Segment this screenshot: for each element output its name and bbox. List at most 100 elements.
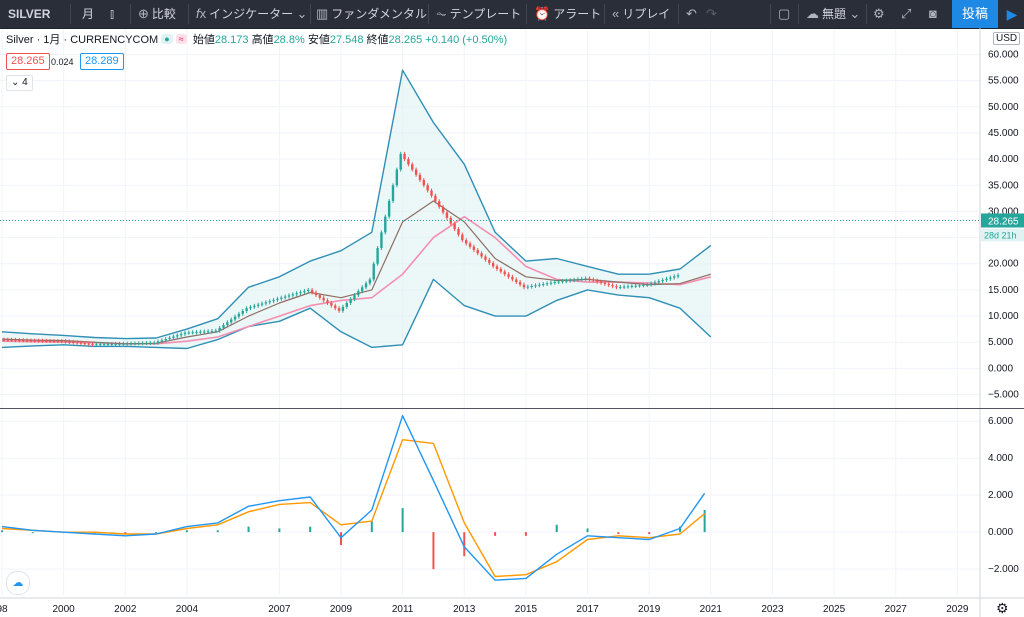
chart-type-button[interactable]: ⫾ [110,0,117,28]
candle-body [484,256,487,260]
candle-body [256,304,260,306]
candle-body [626,286,630,288]
candle-body [233,316,237,320]
chart-canvas[interactable]: 98 2000 2002 2004 2007 2009 2011 2013 2015 2017 20… [0,28,1024,617]
countdown-label: 28d 21h [984,230,1017,240]
settings-button[interactable]: ⚙ [873,0,888,28]
candle-body [488,259,491,264]
candle-body [599,281,603,283]
macd-histogram-bar [339,532,342,546]
price-tick-label: 40.000 [988,154,1019,165]
candle-body [676,275,680,277]
candle-body [18,340,21,342]
time-tick-label: 2000 [53,604,76,615]
axis-settings-icon[interactable]: ⚙ [996,600,1009,616]
candle-body [534,285,537,287]
chevron-down-icon: ⌄ [11,77,20,88]
candle-body [6,339,9,341]
candle-body [549,282,553,284]
candle-body [87,343,90,345]
candle-body [79,342,83,344]
replay-button[interactable]: «リプレイ [612,0,670,28]
candle-body [114,343,117,345]
fundamentals-button[interactable]: ▥ ファンダメンタル [316,0,427,28]
macd-histogram-bar [31,532,34,534]
candle-body [110,343,113,345]
candle-body [653,282,657,284]
candle-body [72,341,75,343]
interval-button[interactable]: 月 [82,7,95,21]
candle-body [580,278,583,280]
snapshot-button[interactable]: ◙ [929,0,940,28]
candle-body [611,285,614,287]
alert-button[interactable]: ⏰ アラート [534,0,601,28]
candle-body [176,335,179,337]
time-tick-label: 2017 [576,604,599,615]
compare-button[interactable]: ⊕ 比較 [138,0,176,28]
toolbar-divider [798,4,799,24]
publish-button[interactable]: 投稿 [952,0,998,28]
candle-body [10,339,13,341]
time-tick-label: 98 [0,604,8,615]
candle-body [634,285,637,287]
indicators-button[interactable]: fx インジケーター ⌄ [196,0,310,28]
time-tick-label: 2013 [453,604,476,615]
candle-body [168,337,171,340]
candle-body [649,283,653,285]
currency-label[interactable]: USD [993,32,1021,45]
countdown-badge [981,228,1024,242]
fullscreen-button[interactable]: ⤢ [901,0,914,28]
candle-body [141,343,144,345]
candle-body [391,185,395,201]
candle-body [133,343,137,345]
fundamentals-label: ファンダメンタル [331,7,427,21]
open-label: 始値 [192,34,215,46]
toolbar-divider [428,4,429,24]
candles-icon: ⫾ [110,6,115,21]
sell-price-box[interactable]: 28.265 [6,53,50,70]
candle-body [48,340,52,342]
top-toolbar: SILVER 月 ⫾ ⊕ 比較 fx インジケーター ⌄ ▥ ファンダメンタル ⏦ テン… [0,0,1024,29]
candle-body [638,285,641,287]
undo-button[interactable]: ↶ [686,0,700,28]
indicators-collapse-button[interactable]: ⌄ 4 [6,75,33,91]
candle-body [434,195,437,202]
candle-body [149,342,152,344]
price-tick-label: 35.000 [988,180,1019,191]
cloud-icon[interactable]: ☁ [6,571,30,595]
price-tick-label: 20.000 [988,259,1019,270]
redo-button[interactable]: ↷ [706,0,720,28]
candle-body [83,343,87,345]
time-tick-label: 2004 [176,604,199,615]
candle-body [21,340,25,342]
candle-body [507,274,510,277]
candle-body [95,344,98,346]
templates-button[interactable]: ⏦ テンプレート [436,0,521,28]
layout-menu-button[interactable]: ☁ 無題 ⌄ [806,0,863,28]
candle-body [245,308,248,312]
symbol-search-button[interactable]: SILVER [8,7,51,21]
macd-tick-label: −2.000 [988,564,1019,575]
legend-interval: 1月 [43,34,61,46]
candle-body [376,248,379,264]
candle-body [665,278,668,280]
fullscreen-layout-button[interactable]: ▢ [778,0,793,28]
play-button[interactable]: ▶ [1000,0,1024,28]
low-label: 安値 [307,34,330,46]
plus-circle-icon: ⊕ [138,6,149,21]
candle-body [657,281,661,283]
candle-body [673,276,676,278]
buy-price-box[interactable]: 28.289 [80,53,124,70]
toolbar-divider [678,4,679,24]
candle-body [299,292,302,294]
candle-body [345,302,348,307]
toolbar-divider [866,4,867,24]
high-value: 28.8% [273,34,305,46]
template-icon: ⏦ [436,6,447,21]
macd-histogram-bar [216,530,219,533]
candle-body [545,283,549,285]
lower-band-line [1,278,712,350]
candle-body [341,306,345,311]
candle-body [160,340,164,342]
candle-body [52,340,56,342]
